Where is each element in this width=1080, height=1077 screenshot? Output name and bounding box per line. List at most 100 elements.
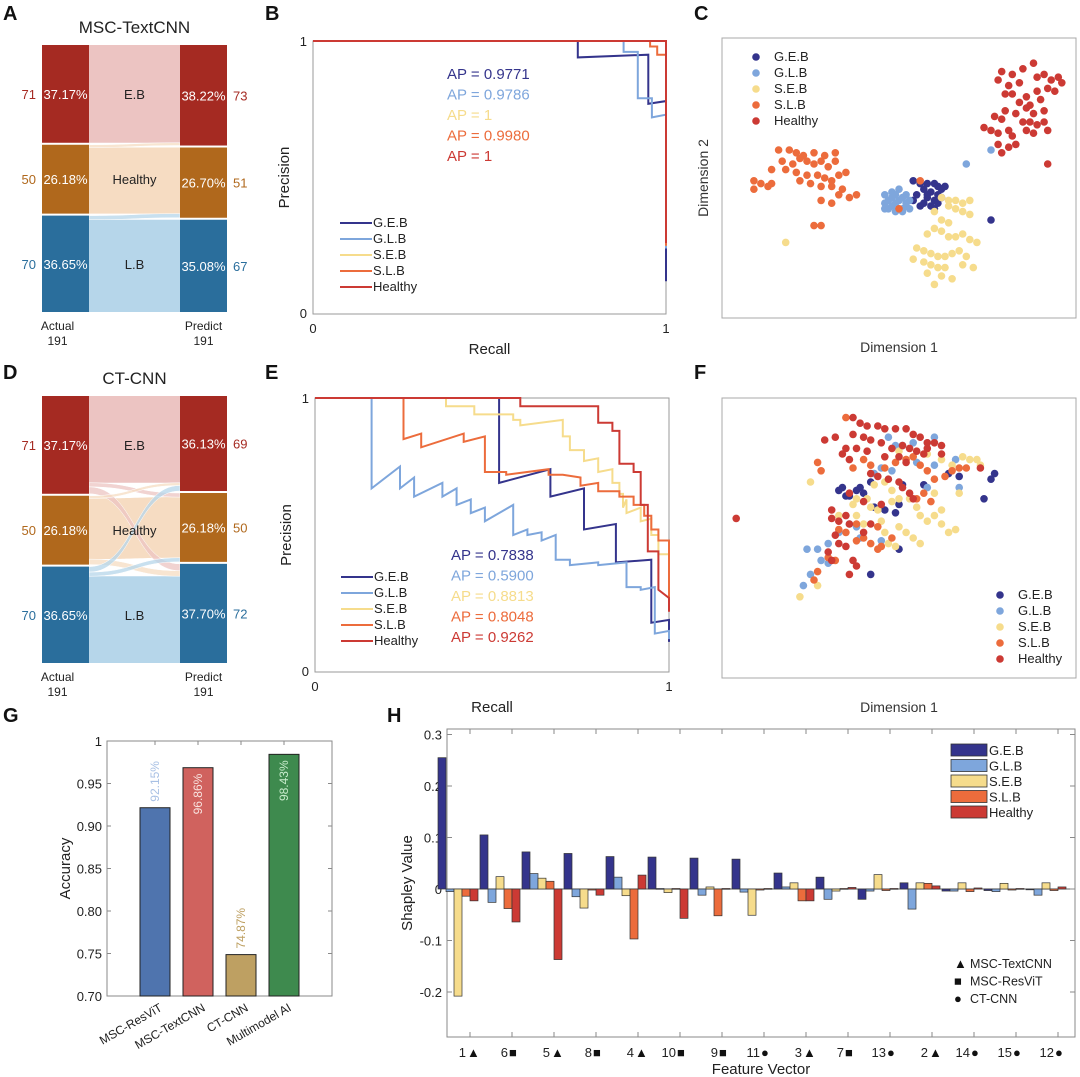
y-tick-label: 0.80	[77, 904, 102, 919]
scatter-point-slb	[810, 576, 818, 584]
scatter-point-seb	[806, 478, 815, 486]
scatter-point-slb	[778, 157, 786, 165]
scatter-point-geb	[934, 199, 942, 207]
sankey-node-left	[42, 45, 89, 143]
y-axis-label: Accuracy	[57, 837, 74, 899]
scatter-point-healthy	[997, 115, 1006, 123]
x-tick-label: 11	[747, 1045, 761, 1060]
scatter-point-healthy	[997, 149, 1006, 157]
panel-label-a: A	[3, 3, 18, 25]
scatter-point-seb	[951, 233, 960, 241]
scatter-point-healthy	[877, 439, 886, 447]
scatter-point-seb	[969, 263, 978, 272]
legend-marker	[996, 607, 1004, 615]
bar-healthy-feature-4	[637, 874, 647, 890]
ap-label: AP = 0.5900	[451, 568, 534, 585]
scatter-point-seb	[923, 269, 932, 278]
legend-label: G.E.B	[374, 569, 409, 584]
y-tick-label: 0.70	[77, 989, 102, 1004]
legend-label: S.L.B	[774, 97, 806, 112]
sankey-left-count: 50	[22, 523, 36, 538]
feature-marker-square-icon: ■	[677, 1045, 685, 1060]
sankey-right-total: 191	[193, 685, 213, 699]
scatter-point-healthy	[827, 514, 836, 523]
scatter-point-geb	[912, 191, 921, 199]
ap-label: AP = 1	[447, 148, 492, 165]
scatter-point-healthy	[905, 489, 914, 498]
legend-label: S.E.B	[774, 81, 807, 96]
bar-seb-feature-14	[957, 882, 967, 890]
scatter-point-slb	[842, 413, 850, 422]
scatter-point-seb	[973, 238, 981, 247]
scatter-point-slb	[866, 539, 875, 548]
scatter-point-seb	[895, 523, 903, 531]
scatter-point-seb	[937, 520, 946, 528]
scatter-point-geb	[916, 202, 924, 210]
sankey-left-pct: 26.18%	[43, 523, 88, 538]
sankey-node-left	[42, 396, 89, 494]
scatter-point-healthy	[1058, 79, 1066, 87]
scatter-point-glb	[884, 433, 893, 442]
x-tick-label: 8	[585, 1045, 592, 1060]
x-tick-label: 3	[795, 1045, 802, 1060]
scatter-point-slb	[916, 461, 924, 470]
y-tick-label: 0.90	[77, 819, 102, 834]
sankey-node-left	[42, 215, 89, 312]
scatter-point-slb	[909, 453, 917, 461]
scatter-point-seb	[951, 205, 960, 213]
bar-healthy-feature-13	[889, 888, 899, 890]
scatter-point-healthy	[1051, 87, 1059, 95]
scatter-point-seb	[920, 247, 928, 255]
scatter-point-glb	[806, 570, 815, 579]
bar-slb-feature-11	[755, 888, 765, 891]
legend-swatch	[950, 743, 988, 757]
legend-label: MSC-TextCNN	[970, 957, 1052, 971]
scatter-point-healthy	[902, 458, 910, 467]
scatter-point-healthy	[994, 76, 1002, 84]
scatter-point-slb	[874, 523, 882, 531]
scatter-point-seb	[888, 486, 896, 495]
bar-geb-feature-7	[815, 876, 825, 890]
bar-geb-feature-4	[605, 856, 615, 890]
sankey-left-pct: 36.65%	[43, 257, 88, 272]
scatter-point-healthy	[990, 112, 999, 121]
legend-label: S.L.B	[373, 263, 405, 278]
legend-swatch	[950, 790, 988, 803]
scatter-point-healthy	[1029, 59, 1038, 67]
scatter-point-healthy	[1040, 70, 1048, 79]
bar-seb-feature-10	[663, 888, 673, 893]
legend-label: S.E.B	[374, 601, 407, 616]
scatter-point-healthy	[987, 126, 995, 135]
scatter-point-healthy	[732, 514, 740, 523]
scatter-point-slb	[781, 165, 790, 174]
scatter-point-slb	[806, 179, 815, 188]
scatter-point-glb	[799, 581, 808, 590]
bar-healthy-feature-7	[847, 887, 857, 890]
scatter-point-glb	[905, 196, 914, 205]
x-tick-label: 0	[311, 679, 318, 694]
sankey-node-name: Healthy	[112, 172, 157, 187]
scatter-point-healthy	[997, 67, 1006, 76]
y-tick-label: -0.2	[420, 985, 442, 1000]
bar-slb-feature-14	[965, 888, 975, 892]
ap-label: AP = 0.7838	[451, 547, 534, 564]
scatter-point-seb	[930, 207, 939, 216]
scatter-point-healthy	[842, 511, 850, 520]
scatter-point-glb	[881, 205, 889, 213]
scatter-point-healthy	[923, 439, 932, 447]
legend-swatch	[950, 759, 988, 772]
scatter-point-healthy	[898, 483, 907, 492]
scatter-point-seb	[909, 534, 917, 542]
scatter-point-healthy	[831, 531, 840, 539]
scatter-point-healthy	[1040, 107, 1048, 115]
scatter-point-slb	[835, 171, 843, 179]
bar-geb-feature-2	[899, 882, 909, 890]
bar-geb-feature-3	[773, 872, 783, 890]
bar-glb-feature-7	[823, 888, 833, 900]
scatter-point-seb	[916, 539, 924, 548]
feature-marker-circle-icon: ●	[887, 1045, 895, 1060]
scatter-point-healthy	[845, 455, 854, 464]
y-tick-label: -0.1	[420, 934, 442, 949]
scatter-point-healthy	[856, 419, 864, 428]
scatter-point-geb	[866, 570, 875, 579]
